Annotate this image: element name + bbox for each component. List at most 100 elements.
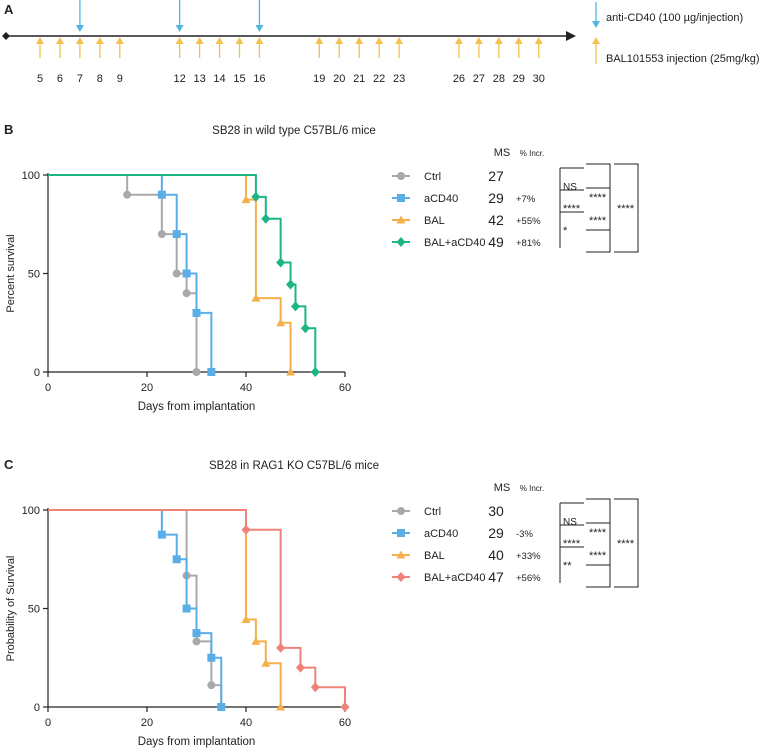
schedule-day-label: 20 (333, 73, 345, 85)
median-survival-value: 30 (488, 503, 504, 519)
data-point (217, 703, 226, 711)
legend-entry: aCD40 29 +7% (392, 190, 536, 206)
data-point (192, 637, 201, 646)
significance-bracket: **** (586, 522, 611, 588)
data-point (182, 604, 191, 613)
survival-step-line (48, 509, 223, 707)
bal-injection-marker: 19 (313, 37, 325, 85)
bal-injection-marker: 5 (36, 37, 44, 85)
ms-header: MS (494, 482, 511, 494)
schedule-day-label: 19 (313, 73, 325, 85)
median-survival-value: 27 (488, 168, 504, 184)
incr-header: % Incr. (520, 149, 544, 158)
data-point (291, 301, 300, 312)
data-point (172, 230, 181, 239)
schedule-day-label: 13 (193, 73, 205, 85)
x-axis-label: Days from implantation (138, 401, 256, 413)
panel-label: B (4, 122, 13, 137)
data-point (172, 269, 181, 278)
schedule-day-label: 23 (393, 73, 405, 85)
percent-increase: +33% (516, 551, 541, 562)
significance-label: NS (563, 182, 577, 193)
legend-entry: BAL+aCD40 47 +56% (392, 569, 541, 585)
percent-increase: -3% (516, 529, 533, 540)
legend-label: Ctrl (424, 506, 441, 518)
schedule-day-label: 15 (233, 73, 245, 85)
significance-label: **** (589, 550, 607, 562)
median-survival-value: 40 (488, 547, 504, 563)
data-point (276, 642, 286, 653)
data-point (241, 524, 251, 535)
significance-bracket: **** (614, 498, 639, 588)
legend-label: BAL (424, 215, 445, 227)
bal-injection-marker: 6 (55, 37, 64, 85)
bal-injection-marker: 16 (253, 37, 266, 85)
data-point (157, 530, 166, 539)
bal-injection-marker: 23 (393, 37, 405, 85)
data-point (157, 230, 166, 239)
data-point (251, 636, 261, 645)
median-survival-value: 47 (488, 569, 504, 585)
bal-injection-marker: 8 (95, 37, 104, 85)
panel-a-label: A (4, 2, 14, 17)
legend-entry: Ctrl 30 (392, 503, 504, 519)
legend-marker (396, 572, 406, 582)
significance-label: NS (563, 517, 577, 528)
legend-entry: BAL 42 +55% (392, 212, 541, 228)
data-point (207, 368, 216, 376)
bal-injection-marker: 27 (473, 37, 485, 85)
schedule-day-label: 16 (253, 73, 265, 85)
bal-injection-marker: 20 (333, 37, 345, 85)
series-acd40 (48, 509, 226, 711)
significance-bracket: NS (559, 167, 584, 204)
significance-bracket: **** (586, 187, 611, 253)
series-bal (48, 509, 286, 711)
cd40-injection-marker (75, 0, 84, 32)
schedule-day-label: 28 (493, 73, 505, 85)
legend-label: aCD40 (424, 193, 458, 205)
schedule-day-label: 27 (473, 73, 485, 85)
percent-increase: +55% (516, 216, 541, 227)
data-point (172, 555, 181, 564)
schedule-day-label: 29 (513, 73, 525, 85)
data-point (207, 653, 216, 662)
schedule-day-label: 7 (77, 73, 83, 85)
significance-label: **** (589, 527, 607, 539)
legend-entry: BAL+aCD40 49 +81% (392, 234, 541, 250)
data-point (192, 629, 201, 638)
legend-anti-cd40-text: anti-CD40 (100 µg/injection) (606, 12, 743, 24)
significance-label: * (563, 225, 568, 237)
bal-injection-marker: 14 (213, 37, 226, 85)
bal-injection-marker: 15 (233, 37, 246, 85)
data-point (241, 615, 251, 624)
timeline-start-diamond (2, 32, 10, 40)
panel-a-legend: anti-CD40 (100 µg/injection) BAL101553 in… (592, 2, 759, 65)
panel-c-survival-chart: C SB28 in RAG1 KO C57BL/6 mice 0 20 40 60 0 50 1… (4, 457, 639, 748)
legend-bal-injection: BAL101553 injection (25mg/kg) (592, 37, 759, 65)
x-tick-label: 20 (141, 717, 153, 729)
schedule-day-label: 14 (213, 73, 225, 85)
x-axis-label: Days from implantation (138, 736, 256, 748)
data-point (192, 368, 201, 376)
legend-marker (397, 194, 405, 202)
schedule-day-label: 30 (533, 73, 545, 85)
series-ctrl (48, 509, 226, 711)
survival-step-line (48, 174, 213, 372)
data-point (261, 658, 271, 667)
survival-step-line (48, 509, 346, 707)
panel-a-schedule: A 5 6 7 8 9 12 13 14 15 16 19 20 21 22 23 26 27 28 29 30 an… (2, 0, 759, 85)
data-point (310, 682, 320, 693)
significance-brackets: NS***************** (559, 163, 639, 253)
x-tick-label: 40 (240, 717, 252, 729)
x-tick-label: 60 (339, 717, 351, 729)
percent-increase: +56% (516, 573, 541, 584)
cd40-injection-marker (255, 0, 264, 32)
legend-marker (396, 550, 406, 559)
x-tick-label: 0 (45, 382, 51, 394)
schedule-day-label: 21 (353, 73, 365, 85)
significance-bracket: **** (614, 163, 639, 253)
bal-injection-marker: 28 (493, 37, 505, 85)
panel-b-survival-chart: B SB28 in wild type C57BL/6 mice 0 20 40 60 0 5… (4, 122, 639, 413)
bal-injection-marker: 13 (193, 37, 206, 85)
